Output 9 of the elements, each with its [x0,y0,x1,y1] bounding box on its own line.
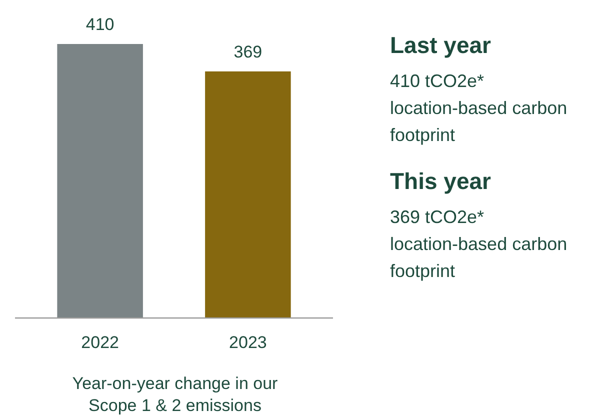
x-tick-label: 2022 [81,333,119,352]
data-label: 410 [86,15,114,34]
x-axis-title: Year-on-year change in our Scope 1 & 2 emissions [72,374,278,415]
text: 410 tCO2e* location-based carbon footprint [390,71,568,145]
text: 369 tCO2e* location-based carbon footprint [390,207,568,281]
text: Last year [390,32,492,58]
data-label: 369 [234,42,262,62]
text: This year [390,168,492,194]
x-tick-label: 2023 [229,333,267,352]
